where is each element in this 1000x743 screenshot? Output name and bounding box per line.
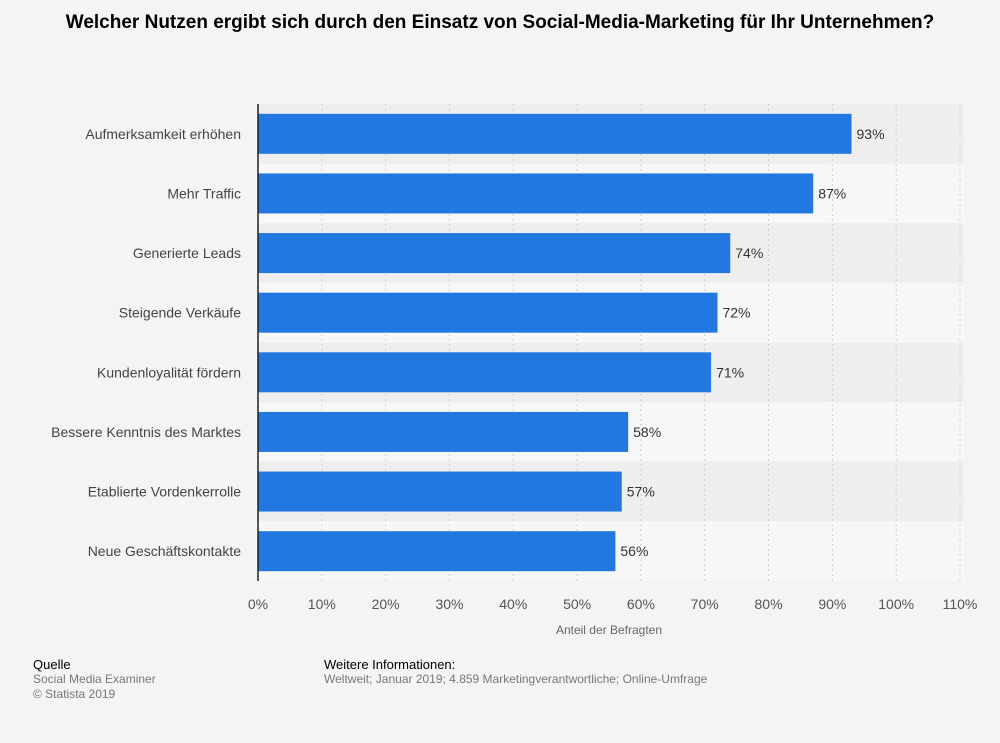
value-label: 71%	[716, 364, 744, 380]
info-heading: Weitere Informationen:	[324, 657, 456, 672]
value-label: 93%	[857, 126, 885, 142]
bar	[258, 531, 616, 572]
x-tick-label: 90%	[818, 596, 846, 612]
bar	[258, 113, 852, 154]
bar	[258, 471, 622, 512]
category-label: Kundenloyalität fördern	[97, 364, 241, 380]
category-label: Mehr Traffic	[167, 185, 241, 201]
value-label: 87%	[818, 185, 846, 201]
bar	[258, 233, 731, 274]
x-axis-label: Anteil der Befragten	[556, 623, 662, 637]
value-label: 58%	[633, 424, 661, 440]
x-tick-label: 30%	[435, 596, 463, 612]
value-label: 57%	[627, 484, 655, 500]
chart-title: Welcher Nutzen ergibt sich durch den Ein…	[65, 12, 935, 33]
x-tick-label: 100%	[878, 596, 914, 612]
x-tick-label: 0%	[248, 596, 268, 612]
x-tick-label: 110%	[943, 596, 978, 612]
x-tick-label: 60%	[627, 596, 655, 612]
category-label: Bessere Kenntnis des Marktes	[51, 424, 241, 440]
bar	[258, 292, 718, 333]
x-tick-label: 40%	[499, 596, 527, 612]
source-heading: Quelle	[33, 657, 71, 672]
category-label: Generierte Leads	[133, 245, 241, 261]
value-label: 72%	[722, 305, 750, 321]
x-tick-label: 70%	[691, 596, 719, 612]
x-tick-label: 50%	[563, 596, 591, 612]
bar	[258, 173, 814, 214]
copyright: © Statista 2019	[33, 687, 116, 701]
category-label: Neue Geschäftskontakte	[88, 543, 242, 559]
info-block: Weitere Informationen: Weltweit; Januar …	[324, 657, 707, 687]
x-tick-label: 20%	[372, 596, 400, 612]
source-name[interactable]: Social Media Examiner	[33, 672, 156, 686]
category-label: Aufmerksamkeit erhöhen	[85, 126, 241, 142]
bar	[258, 411, 629, 452]
info-text: Weltweit; Januar 2019; 4.859 Marketingve…	[324, 672, 708, 686]
category-label: Steigende Verkäufe	[119, 305, 241, 321]
bar	[258, 352, 712, 393]
category-label: Etablierte Vordenkerrolle	[88, 484, 242, 500]
value-label: 74%	[735, 245, 763, 261]
x-tick-label: 80%	[755, 596, 783, 612]
x-tick-label: 10%	[308, 596, 336, 612]
value-label: 56%	[620, 543, 648, 559]
source-block: Quelle Social Media Examiner © Statista …	[33, 657, 156, 702]
